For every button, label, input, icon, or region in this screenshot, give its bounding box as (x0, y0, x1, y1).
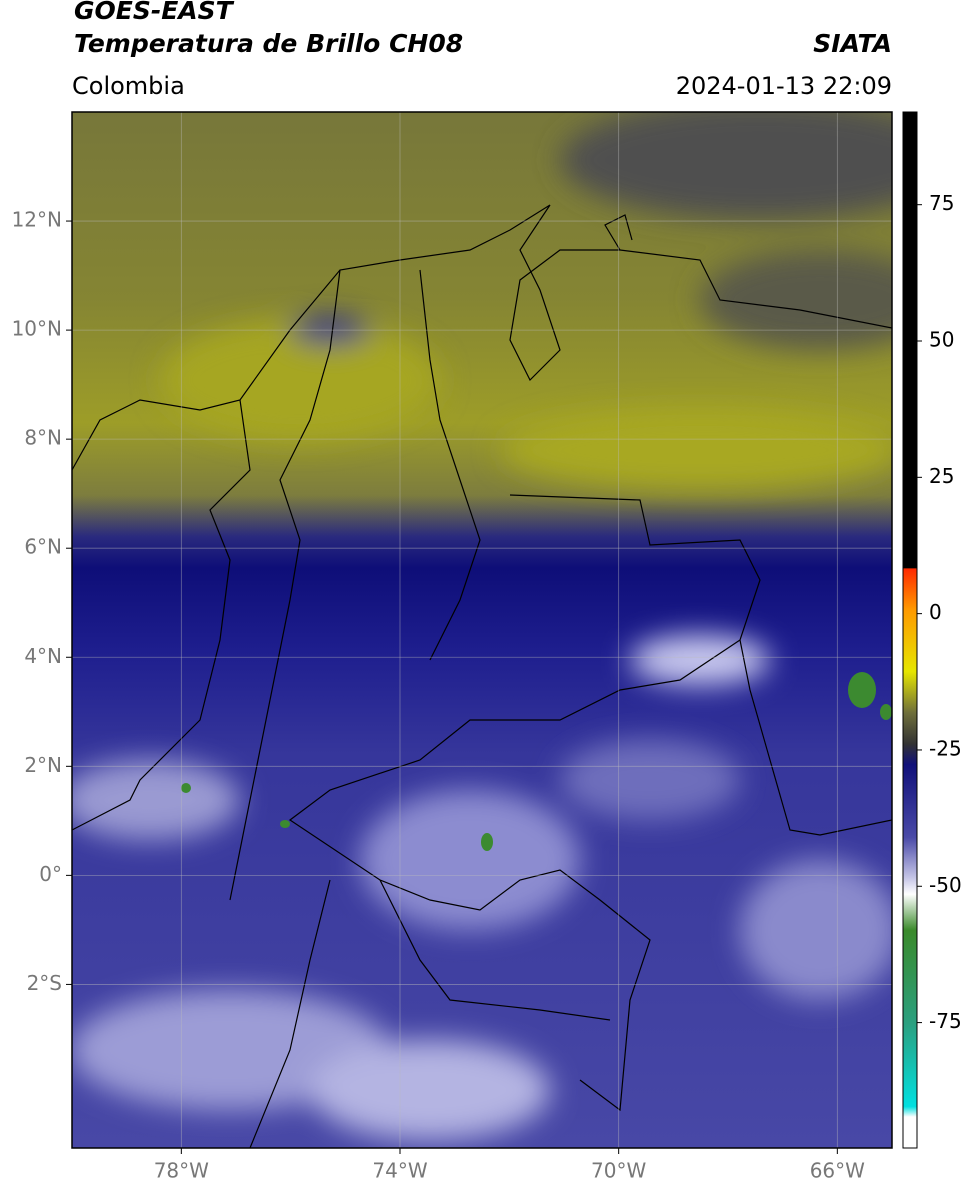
colorbar-tick-label: -50 (929, 873, 962, 897)
colorbar-tick-label: -25 (929, 736, 962, 760)
colorbar-tick-label: -75 (929, 1009, 962, 1033)
region: Colombia (72, 72, 185, 100)
x-tick-label: 66°W (810, 1159, 865, 1183)
satellite-image (72, 112, 892, 1148)
colorbar-tick-label: 75 (929, 191, 954, 215)
y-tick-label: 10°N (12, 317, 62, 341)
grid (72, 112, 892, 1148)
x-tick-label: 70°W (591, 1159, 646, 1183)
y-tick-label: 2°N (24, 753, 62, 777)
x-tick-label: 74°W (372, 1159, 427, 1183)
y-tick-label: 4°N (24, 644, 62, 668)
colorbar-tick-label: 50 (929, 328, 954, 352)
map-frame (71, 111, 893, 1149)
colorbar-tick-label: 25 (929, 464, 954, 488)
colorbar-tick-label: 0 (929, 600, 942, 624)
x-tick-label: 78°W (154, 1159, 209, 1183)
title: GOES-EAST (74, 0, 235, 25)
source: SIATA (813, 29, 892, 58)
y-tick-label: 2°S (27, 971, 62, 995)
y-tick-label: 8°N (24, 426, 62, 450)
y-tick-label: 12°N (12, 208, 62, 232)
subtitle: Temperatura de Brillo CH08 (74, 29, 463, 58)
y-tick-label: 0° (39, 862, 62, 886)
y-tick-label: 6°N (24, 535, 62, 559)
colorbar (902, 111, 918, 1149)
datetime: 2024-01-13 22:09 (676, 72, 892, 100)
